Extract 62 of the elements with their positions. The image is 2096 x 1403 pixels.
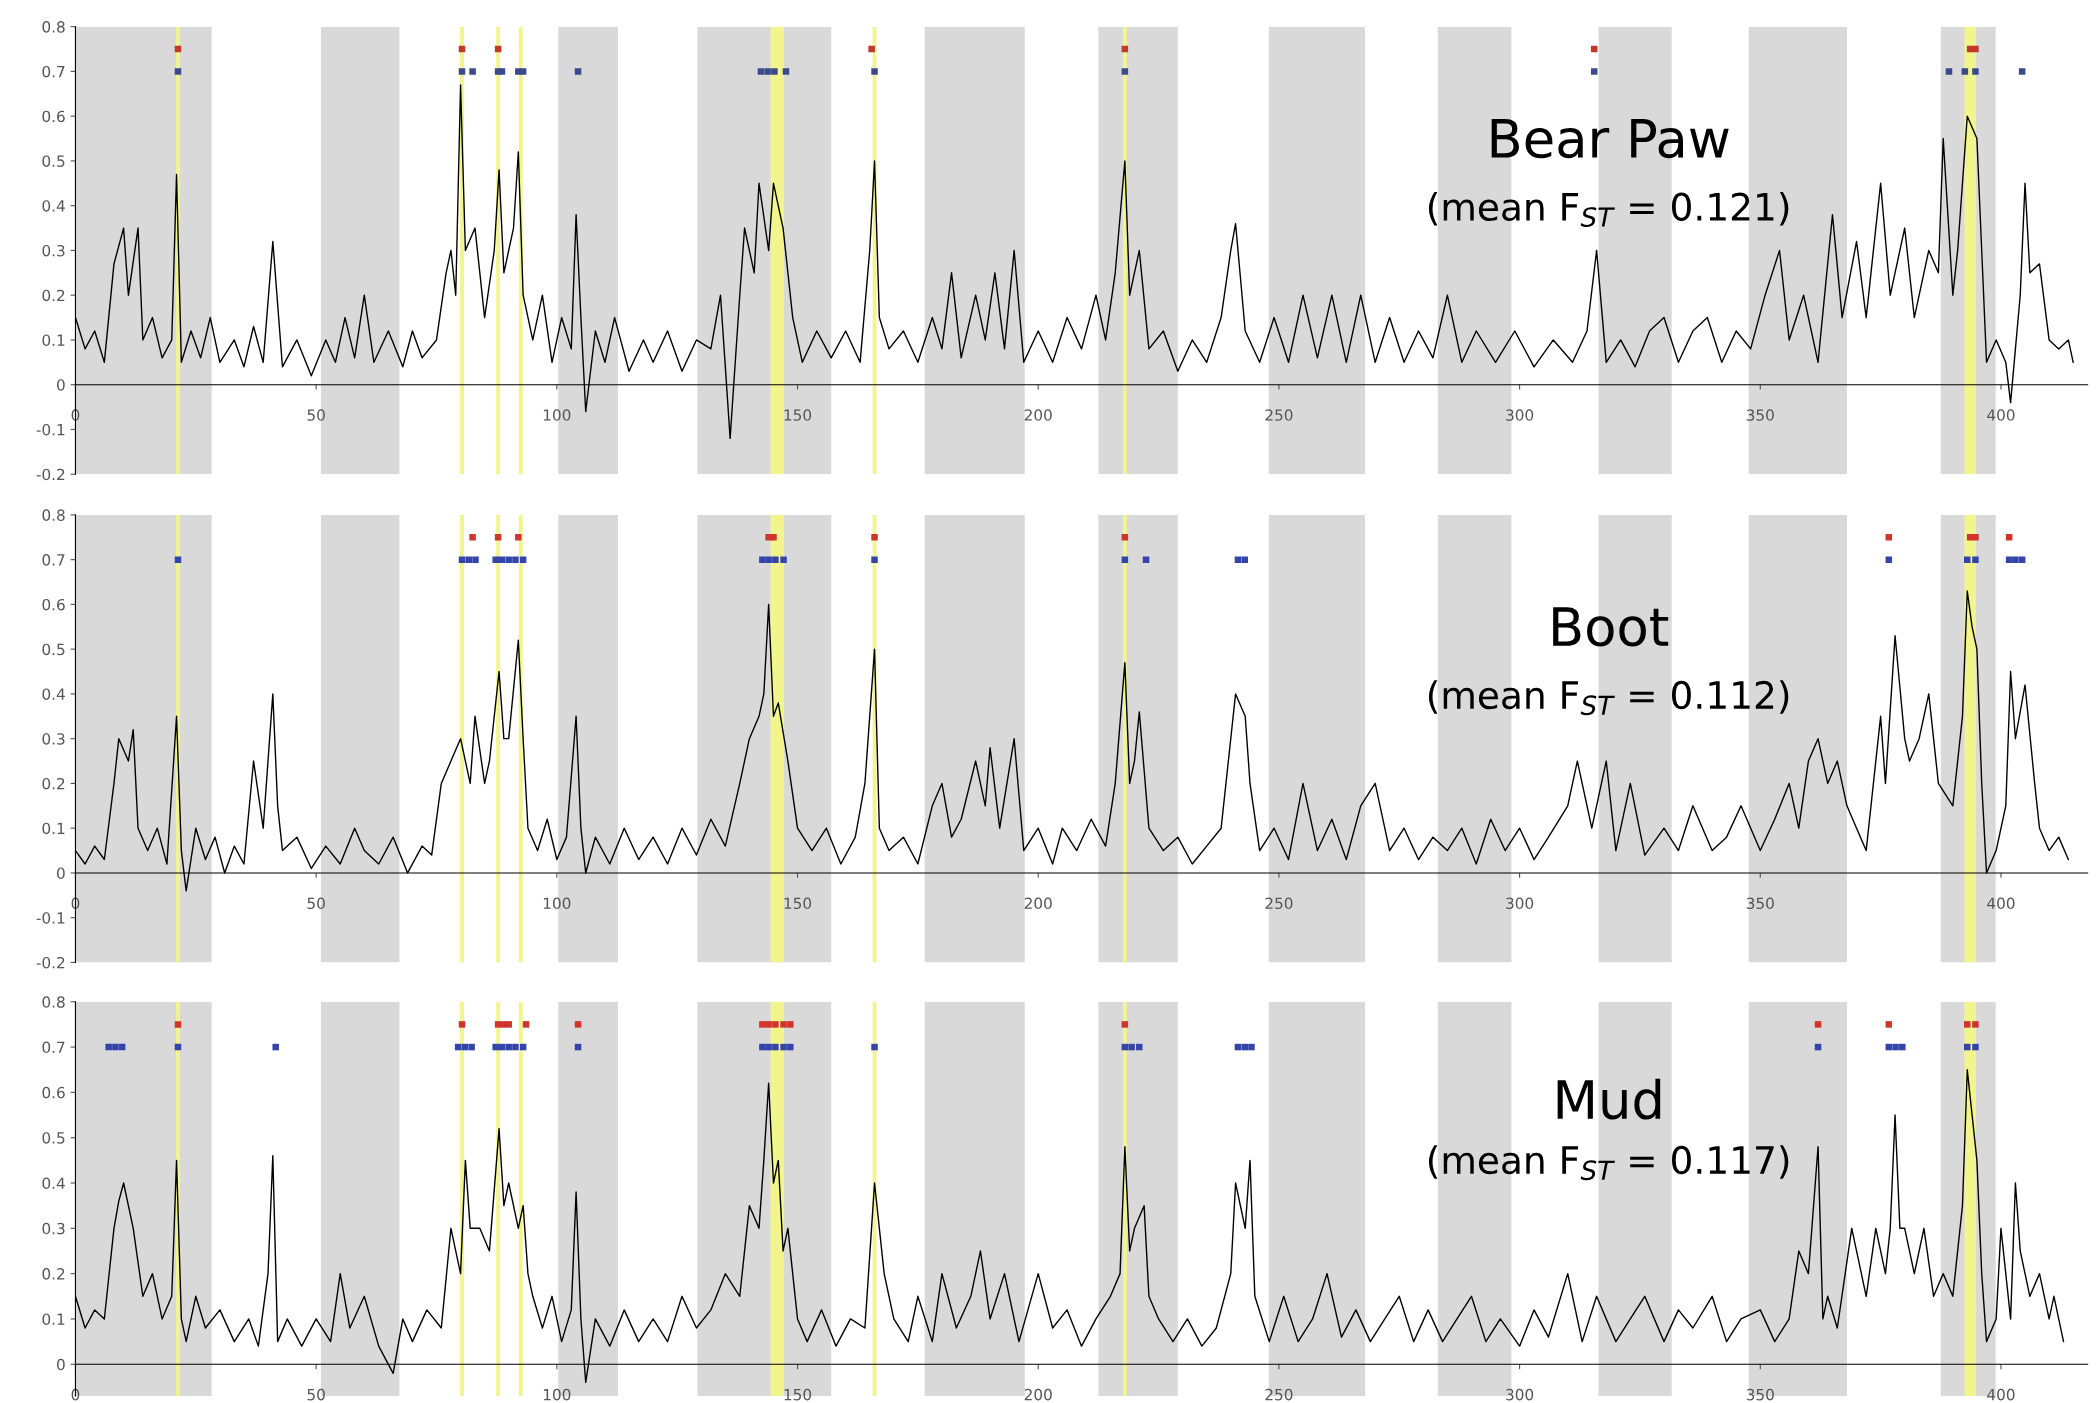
x-tick-label: 200 — [1024, 409, 1052, 421]
x-tick-label: 150 — [784, 897, 812, 910]
y-tick-label: -0.2 — [36, 468, 65, 481]
x-tick-label: 100 — [543, 897, 571, 910]
y-tick-label: 0.2 — [42, 1268, 65, 1280]
x-tick-label: 250 — [1265, 1388, 1293, 1401]
y-tick-label: 0.3 — [42, 733, 65, 745]
y-tick-label: -0.1 — [36, 423, 65, 436]
annotation: (mean F$_{ST}$ = 0.112) — [1428, 680, 1789, 716]
y-tick-label: 0 — [57, 379, 65, 391]
y-tick-label: 0.3 — [42, 244, 65, 257]
annotation: Bear Paw — [1491, 119, 1729, 159]
y-tick-label: 0.3 — [42, 1222, 65, 1235]
x-tick-label: 300 — [1506, 897, 1534, 910]
y-tick-label: 0.6 — [42, 1086, 65, 1099]
x-tick-label: 150 — [784, 1388, 812, 1401]
y-tick-label: 0 — [57, 867, 65, 879]
annotation: (mean F$_{ST}$ = 0.117) — [1428, 1145, 1789, 1181]
y-tick-label: 0.8 — [42, 996, 65, 1008]
x-tick-label: 50 — [307, 409, 325, 421]
y-tick-label: 0.5 — [42, 155, 65, 167]
y-tick-label: -0.2 — [36, 956, 65, 969]
y-tick-label: 0.7 — [42, 65, 65, 78]
y-tick-label: 0.5 — [42, 643, 65, 656]
y-tick-label: 0.5 — [42, 1132, 65, 1144]
y-tick-label: 0.7 — [42, 554, 65, 566]
annotation: (mean F$_{ST}$ = 0.121) — [1428, 192, 1789, 227]
annotation: Mud — [1557, 1078, 1661, 1120]
x-tick-label: 400 — [1987, 1388, 2015, 1401]
x-tick-label: 200 — [1024, 897, 1052, 910]
y-tick-label: -0.1 — [36, 912, 65, 924]
y-tick-label: 0.1 — [42, 1313, 65, 1325]
x-tick-label: 100 — [543, 409, 571, 421]
y-tick-label: 0.2 — [42, 289, 65, 302]
y-tick-label: 0.1 — [42, 822, 65, 835]
x-tick-label: 200 — [1024, 1388, 1052, 1401]
x-tick-label: 350 — [1746, 1388, 1774, 1401]
x-tick-label: 400 — [1987, 897, 2015, 910]
x-tick-label: 300 — [1506, 1388, 1534, 1401]
x-tick-label: 250 — [1265, 897, 1293, 910]
y-tick-label: 0.4 — [42, 688, 65, 700]
y-tick-label: 0 — [57, 1358, 65, 1371]
x-tick-label: 350 — [1746, 409, 1774, 421]
x-tick-label: 50 — [307, 1388, 325, 1401]
x-tick-label: 0 — [71, 1388, 80, 1401]
y-tick-label: 0.8 — [42, 509, 65, 521]
x-tick-label: 50 — [307, 897, 325, 910]
x-tick-label: 300 — [1506, 409, 1534, 421]
y-tick-label: 0.6 — [42, 598, 65, 611]
y-tick-label: 0.2 — [42, 777, 65, 790]
y-tick-label: 0.4 — [42, 1177, 65, 1190]
y-tick-label: 0.7 — [42, 1041, 65, 1054]
x-tick-label: 400 — [1987, 409, 2015, 421]
y-tick-label: 0.1 — [42, 334, 65, 346]
y-tick-label: 0.8 — [42, 21, 65, 33]
x-tick-label: 350 — [1746, 897, 1774, 910]
annotation: Boot — [1553, 607, 1669, 647]
x-tick-label: 100 — [543, 1388, 571, 1401]
x-tick-label: 250 — [1265, 409, 1293, 421]
y-tick-label: 0.6 — [42, 110, 65, 123]
y-tick-label: 0.4 — [42, 200, 65, 212]
x-tick-label: 150 — [784, 409, 812, 421]
